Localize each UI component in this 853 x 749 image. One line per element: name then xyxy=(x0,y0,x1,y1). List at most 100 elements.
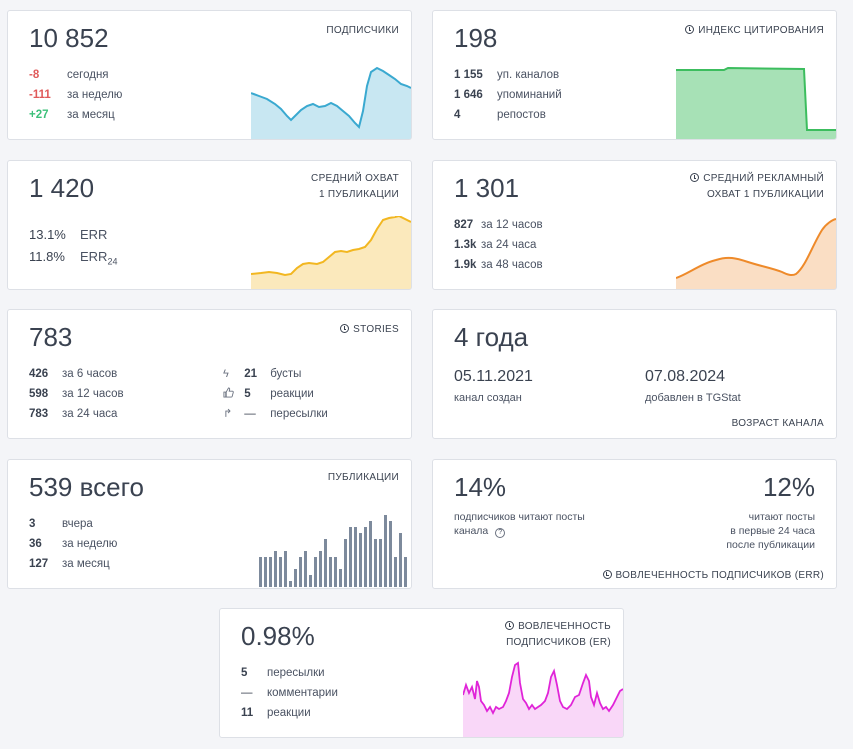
publication-bar xyxy=(279,557,282,587)
stat-label: пересылки xyxy=(267,667,325,679)
ad-reach-row-12h: 827 за 12 часов xyxy=(454,215,543,235)
stat-label: за неделю xyxy=(67,89,123,101)
publication-bar xyxy=(294,569,297,587)
stat-value: 5 xyxy=(244,388,251,400)
stories-row-reactions: 5 реакции xyxy=(223,384,314,404)
stat-label: реакции xyxy=(267,707,311,719)
er-sparkline xyxy=(463,661,623,737)
sparkline-line xyxy=(676,218,836,279)
reach-row-err: 13.1% ERR xyxy=(29,225,107,245)
stat-value: 3 xyxy=(29,518,36,530)
er-row-comments: — комментарии xyxy=(241,683,338,703)
publication-bar xyxy=(309,575,312,587)
stat-label: за месяц xyxy=(62,558,110,570)
stat-value: 5 xyxy=(241,667,248,679)
stat-label: комментарии xyxy=(267,687,338,699)
help-icon[interactable]: ? xyxy=(495,528,506,538)
stat-value: -8 xyxy=(29,69,40,81)
publications-row-yesterday: 3 вчера xyxy=(29,514,93,534)
sparkline-area xyxy=(676,219,836,289)
stat-value: 1.3k xyxy=(454,239,477,251)
thumbs-up-icon xyxy=(223,384,237,404)
share-arrow-icon: ↱ xyxy=(223,408,233,420)
stat-label: за 6 часов xyxy=(62,368,118,380)
stories-row-24h: 783 за 24 часа xyxy=(29,404,117,424)
publications-card[interactable]: 539 всего ПУБЛИКАЦИИ 3 вчера 36 за неделю … xyxy=(7,459,412,589)
stories-title: STORIES xyxy=(340,322,399,338)
info-icon xyxy=(685,25,695,34)
reach-card[interactable]: 1 420 СРЕДНИЙ ОХВАТ 1 ПУБЛИКАЦИИ 13.1% ERR… xyxy=(7,160,412,290)
citation-title: ИНДЕКС ЦИТИРОВАНИЯ xyxy=(685,23,824,39)
reach-title: СРЕДНИЙ ОХВАТ 1 ПУБЛИКАЦИИ xyxy=(311,173,399,200)
publication-bar xyxy=(364,527,367,587)
subscribers-card[interactable]: 10 852 ПОДПИСЧИКИ -8 сегодня -111 за недел… xyxy=(7,10,412,140)
publication-bar xyxy=(344,539,347,587)
subscribers-row-week: -111 за неделю xyxy=(29,85,122,105)
er-card[interactable]: 0.98% ВОВЛЕЧЕННОСТЬ ПОДПИСЧИКОВ (ER) 5 пер… xyxy=(219,608,624,738)
stat-value: 1 155 xyxy=(454,69,483,81)
stat-value: 36 xyxy=(29,538,42,550)
ad-reach-card[interactable]: 1 301 СРЕДНИЙ РЕКЛАМНЫЙ ОХВАТ 1 ПУБЛИКАЦИ… xyxy=(432,160,837,290)
publication-bar xyxy=(399,533,402,587)
channel-age-value: 4 года xyxy=(454,322,529,352)
stat-label: за 24 часа xyxy=(62,408,118,420)
added-label: добавлен в TGStat xyxy=(645,392,741,404)
stat-value: 127 xyxy=(29,558,49,570)
created-label: канал создан xyxy=(454,392,522,404)
subscribers-title: ПОДПИСЧИКИ xyxy=(326,25,399,36)
stat-value: 783 xyxy=(29,408,49,420)
info-icon xyxy=(505,621,515,630)
citation-row-channels: 1 155 уп. каналов xyxy=(454,65,559,85)
subscribers-row-month: +27 за месяц xyxy=(29,105,115,125)
stat-value: 11 xyxy=(241,707,254,719)
sparkline-line xyxy=(251,216,411,277)
err-first-24h-value: 12% xyxy=(762,472,815,502)
publication-bar xyxy=(329,557,332,587)
publication-bar xyxy=(379,539,382,587)
publication-bar xyxy=(384,515,387,587)
lightning-icon: ϟ xyxy=(223,368,229,380)
stat-label: за 24 часа xyxy=(481,239,537,251)
stat-label: ERR24 xyxy=(80,249,118,267)
er-value: 0.98% xyxy=(241,621,315,651)
publication-bar xyxy=(374,539,377,587)
created-date: 05.11.2021 xyxy=(454,368,533,385)
err-left-text: подписчиков читают посты канала ? xyxy=(454,511,585,538)
publication-bar xyxy=(264,557,267,587)
age-footer: ВОЗРАСТ КАНАЛА xyxy=(731,418,824,429)
stat-label: уп. каналов xyxy=(497,69,560,81)
publications-row-month: 127 за месяц xyxy=(29,554,110,574)
reach-row-err24: 11.8% ERR24 xyxy=(29,247,117,267)
publications-title: ПУБЛИКАЦИИ xyxy=(327,472,399,483)
age-card[interactable]: 4 года 05.11.2021 канал создан 07.08.202… xyxy=(432,309,837,439)
publication-bar xyxy=(394,557,397,587)
stat-label: упоминаний xyxy=(497,89,562,101)
err-subscribers-read-value: 14% xyxy=(454,472,507,502)
stories-card[interactable]: 783 STORIES 426 за 6 часов 598 за 12 часов… xyxy=(7,309,412,439)
info-icon xyxy=(690,173,700,182)
publications-row-week: 36 за неделю xyxy=(29,534,117,554)
added-date: 07.08.2024 xyxy=(645,368,726,385)
stories-value: 783 xyxy=(29,322,73,352)
publications-total: 539 всего xyxy=(29,472,144,502)
stat-value: 1 646 xyxy=(454,89,483,101)
stat-value: 827 xyxy=(454,219,474,231)
publication-bar xyxy=(304,551,307,587)
publication-bar xyxy=(324,539,327,587)
sparkline-area xyxy=(676,68,836,139)
citation-card[interactable]: 198 ИНДЕКС ЦИТИРОВАНИЯ 1 155 уп. каналов … xyxy=(432,10,837,140)
stat-label: реакции xyxy=(270,388,314,400)
stat-value: 21 xyxy=(244,368,257,380)
publication-bar xyxy=(259,557,262,587)
publication-bar xyxy=(274,551,277,587)
publication-bar xyxy=(339,569,342,587)
publication-bar xyxy=(319,551,322,587)
err-footer: ВОВЛЕЧЕННОСТЬ ПОДПИСЧИКОВ (ERR) xyxy=(602,568,824,584)
stat-value: 4 xyxy=(454,109,461,121)
err-card[interactable]: 14% подписчиков читают посты канала ? 12… xyxy=(432,459,837,589)
stat-value: -111 xyxy=(29,89,51,101)
stat-label: вчера xyxy=(62,518,93,530)
stat-label: за 12 часов xyxy=(481,219,543,231)
stat-value: — xyxy=(244,408,256,420)
sparkline-area xyxy=(463,663,623,737)
